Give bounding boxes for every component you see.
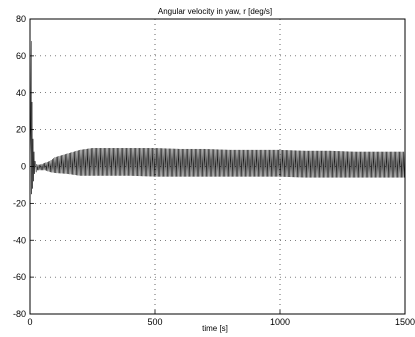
y-tick-label: 20 xyxy=(16,125,26,135)
x-tick-label: 1000 xyxy=(270,317,290,327)
yaw-velocity-series-line xyxy=(29,41,405,195)
x-tick-label: 500 xyxy=(147,317,162,327)
plot-frame xyxy=(29,18,406,315)
y-tick-label: -20 xyxy=(13,198,26,208)
x-tick-label: 0 xyxy=(27,317,32,327)
y-tick-label: 40 xyxy=(16,88,26,98)
chart-title: Angular velocity in yaw, r [deg/s] xyxy=(158,7,272,16)
y-tick-label: -40 xyxy=(13,235,26,245)
y-tick-label: -80 xyxy=(13,309,26,319)
x-axis-label: time [s] xyxy=(202,324,228,333)
grid-lines xyxy=(30,19,405,314)
y-tick-label: 60 xyxy=(16,51,26,61)
y-tick-label: -60 xyxy=(13,272,26,282)
tick-labels: -80 -60 -40 -20 0 20 40 60 80 0 500 1000 1500 xyxy=(13,14,415,327)
y-tick-label: 0 xyxy=(21,162,26,172)
y-tick-label: 80 xyxy=(16,14,26,24)
x-tick-label: 1500 xyxy=(395,317,415,327)
series-group xyxy=(29,41,405,195)
